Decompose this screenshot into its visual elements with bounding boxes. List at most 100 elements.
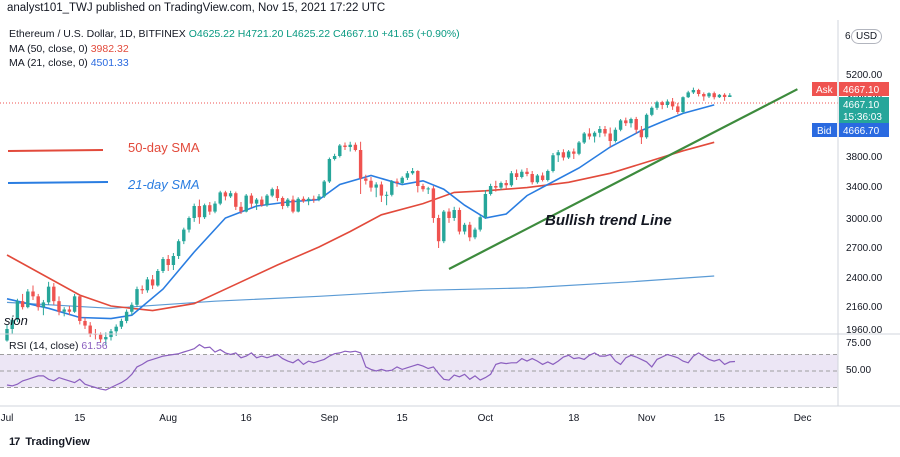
candle — [499, 181, 503, 190]
candle-body — [317, 196, 321, 200]
candle-body — [15, 301, 20, 320]
candle-body — [327, 159, 332, 182]
candle — [395, 178, 399, 187]
candle-body — [312, 198, 316, 200]
candle — [176, 239, 181, 259]
candle — [213, 201, 217, 214]
ohlc-values: O4625.22 H4721.20 L4625.22 C4667.10 +41.… — [189, 28, 460, 40]
candle-body — [618, 120, 623, 130]
candle — [457, 207, 462, 235]
candle-body — [291, 199, 295, 212]
candle — [197, 199, 202, 224]
rsi-axis[interactable]: 75.00 50.00 — [846, 338, 871, 376]
candle-body — [72, 296, 77, 312]
candle-body — [702, 94, 706, 97]
candle — [36, 293, 40, 311]
candle-body — [244, 195, 248, 212]
ma50-legend[interactable]: MA (50, close, 0) 3982.32 — [9, 43, 129, 55]
candle-body — [57, 301, 61, 312]
candle — [405, 171, 410, 180]
ma50-value: 3982.32 — [90, 43, 129, 55]
close-value: C4667.10 — [332, 28, 379, 40]
candle-body — [629, 119, 633, 124]
candle-body — [452, 210, 456, 218]
candle — [702, 92, 706, 101]
price-tick-label: 5200.00 — [846, 70, 883, 81]
candle-body — [369, 180, 373, 188]
candle — [254, 198, 259, 210]
candle — [223, 190, 228, 201]
candle-body — [260, 199, 264, 206]
candle-body — [572, 151, 576, 154]
ma21-value: 4501.33 — [90, 57, 129, 69]
price-tick-label: 2700.00 — [846, 243, 883, 254]
tradingview-name: TradingView — [25, 436, 90, 448]
candle — [728, 93, 732, 97]
candle — [400, 176, 404, 185]
candle — [442, 210, 446, 244]
candle-body — [525, 171, 529, 174]
candle-body — [665, 101, 670, 105]
rsi-tick-label: 50.00 — [846, 365, 871, 376]
candle-body — [36, 296, 40, 308]
candle-body — [265, 195, 269, 206]
ask-badge — [812, 82, 837, 96]
time-tick-label: Oct — [478, 413, 494, 424]
candle-body — [182, 229, 186, 242]
high-value: H4721.20 — [237, 28, 284, 40]
candle-body — [598, 129, 602, 133]
candle-body — [286, 199, 290, 206]
candle-body — [62, 309, 66, 312]
candle — [613, 127, 618, 143]
candle-body — [650, 107, 654, 115]
time-tick-label: 18 — [568, 413, 580, 424]
candle-body — [31, 291, 35, 297]
price-tick-label: 3000.00 — [846, 214, 883, 225]
candle — [509, 171, 514, 187]
candle — [291, 195, 295, 214]
candle-body — [187, 218, 191, 230]
last-price: 4667.10 — [843, 100, 880, 111]
candle-body — [457, 210, 462, 232]
candle — [473, 227, 477, 240]
candle — [374, 182, 378, 198]
candle-body — [691, 90, 696, 93]
candle — [514, 169, 519, 180]
candle-body — [145, 279, 150, 291]
candle — [530, 171, 534, 185]
candle — [629, 117, 633, 128]
candle — [26, 289, 30, 309]
candle-body — [478, 217, 482, 230]
symbol-name[interactable]: Ethereum / U.S. Dollar, 1D, BITFINEX — [9, 28, 186, 40]
candle-body — [343, 145, 347, 147]
time-axis[interactable]: Jul 15 Aug 16 Sep 15 Oct 18 Nov 15 Dec — [1, 413, 812, 424]
rsi-value: 61.56 — [81, 340, 108, 352]
candle — [535, 174, 540, 184]
legend-sample-ma21 — [7, 181, 109, 184]
candle-body — [364, 178, 368, 181]
tradingview-logo[interactable]: 17 TradingView — [9, 436, 90, 448]
ma21-legend[interactable]: MA (21, close, 0) 4501.33 — [9, 57, 129, 69]
candle — [104, 332, 108, 346]
candle-body — [150, 279, 155, 286]
bid-price: 4666.70 — [843, 126, 880, 137]
candle — [67, 306, 72, 316]
candle — [546, 169, 550, 182]
candle — [676, 102, 680, 115]
currency-badge[interactable]: USD — [851, 29, 883, 44]
candle — [161, 257, 165, 273]
candle-body — [192, 206, 196, 218]
candle-body — [270, 189, 274, 196]
candle — [603, 126, 607, 137]
candle — [722, 93, 727, 101]
rsi-legend[interactable]: RSI (14, close) 61.56 — [9, 340, 108, 352]
candle-body — [119, 320, 124, 327]
candle-body — [208, 205, 212, 212]
axis-partial-label: 6 — [845, 31, 851, 42]
candle-body — [442, 211, 446, 242]
candle-body — [514, 173, 519, 177]
bid-label: Bid — [817, 126, 831, 137]
trendline-segment[interactable] — [448, 88, 798, 270]
candle — [286, 198, 290, 208]
candle — [608, 127, 612, 147]
